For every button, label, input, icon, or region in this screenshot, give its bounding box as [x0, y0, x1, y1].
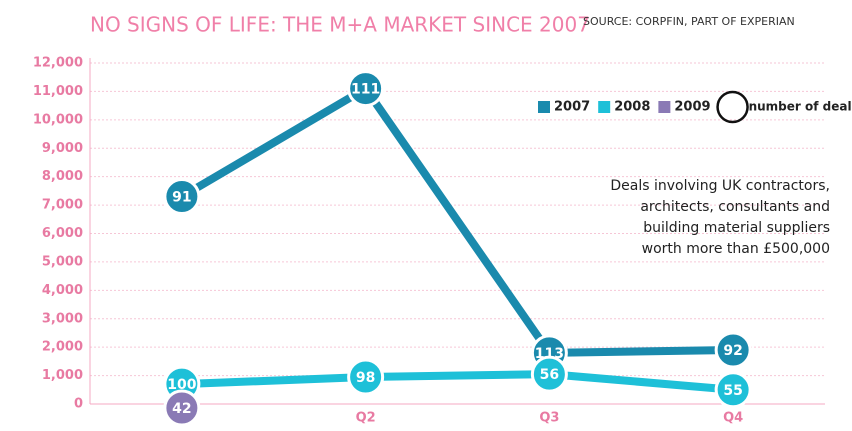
data-point: 91	[163, 178, 201, 216]
legend-label: 2009	[674, 100, 710, 115]
bubble	[163, 178, 201, 216]
deal-count: 56	[540, 367, 559, 383]
bubble	[714, 331, 752, 369]
bubble	[163, 389, 201, 427]
deal-count: 42	[172, 401, 191, 417]
bubble	[347, 358, 385, 396]
data-point: 42	[163, 389, 201, 427]
annotation: architects, consultants and	[640, 199, 830, 215]
y-tick-label: 6,000	[42, 226, 83, 241]
chart-title: NO SIGNS OF LIFE: THE M+A MARKET SINCE 2…	[90, 13, 590, 37]
y-tick-label: 3,000	[42, 311, 83, 326]
series-line	[181, 370, 734, 394]
y-tick-label: 2,000	[42, 340, 83, 355]
legend-label: 2007	[554, 100, 590, 115]
deal-count: 92	[723, 343, 742, 359]
legend-swatch	[538, 101, 550, 113]
y-tick-label: 11,000	[33, 84, 83, 99]
legend-swatch	[598, 101, 611, 113]
deal-count: 55	[723, 383, 742, 399]
data-point: 100	[163, 365, 201, 403]
x-tick-label: Q3	[539, 411, 559, 426]
y-tick-label: 0	[74, 397, 83, 412]
x-tick-label: Q4	[723, 411, 743, 426]
y-tick-label: 4,000	[42, 283, 83, 298]
bubble	[530, 355, 568, 393]
annotation: building material suppliers	[643, 220, 830, 236]
y-tick-label: 7,000	[42, 198, 83, 213]
legend-label: number of deals	[749, 100, 852, 114]
x-tick-label: Q2	[356, 411, 376, 426]
legend-swatch	[658, 101, 671, 113]
bubble	[714, 371, 752, 409]
data-point: 92	[714, 331, 752, 369]
source: SOURCE: CORPFIN, PART OF EXPERIAN	[583, 15, 795, 28]
deal-count: 111	[351, 82, 380, 98]
series-line	[179, 84, 734, 357]
data-point: 111	[347, 70, 385, 108]
y-tick-label: 10,000	[33, 112, 83, 127]
data-point: 55	[714, 371, 752, 409]
data-point: 98	[347, 358, 385, 396]
legend-label: 2008	[614, 100, 650, 115]
y-tick-label: 12,000	[33, 56, 83, 71]
bubble	[347, 70, 385, 108]
deal-count: 91	[172, 190, 191, 206]
annotation: Deals involving UK contractors,	[610, 178, 830, 194]
data-point: 56	[530, 355, 568, 393]
legend-bubble	[716, 90, 749, 124]
annotation: worth more than £500,000	[642, 241, 830, 257]
deal-count: 100	[167, 377, 196, 393]
y-tick-label: 9,000	[42, 141, 83, 156]
y-tick-label: 8,000	[42, 169, 83, 184]
deal-count: 98	[356, 370, 375, 386]
y-tick-label: 1,000	[42, 368, 83, 383]
y-tick-label: 5,000	[42, 254, 83, 269]
